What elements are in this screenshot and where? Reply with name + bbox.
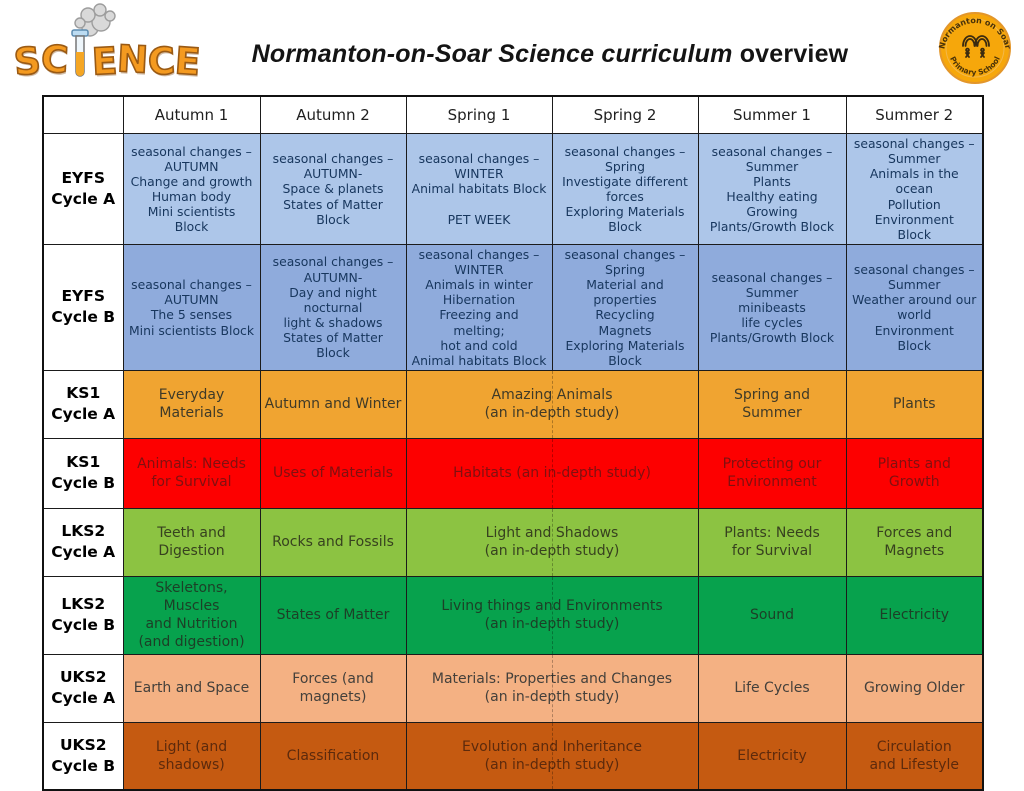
row-label: EYFS Cycle A: [42, 133, 124, 245]
curriculum-cell: Uses of Materials: [259, 437, 407, 509]
curriculum-cell: seasonal changes – AUTUMN The 5 senses M…: [122, 243, 261, 371]
curriculum-cell: Circulation and Lifestyle: [845, 721, 984, 791]
title-regular-part: overview: [732, 40, 849, 68]
table-row: KS1 Cycle A Everyday Materials Autumn and …: [42, 369, 984, 439]
curriculum-cell: Rocks and Fossils: [259, 507, 407, 577]
curriculum-cell: seasonal changes – Summer minibeasts lif…: [697, 243, 847, 371]
curriculum-cell: seasonal changes – Summer Weather around…: [845, 243, 984, 371]
curriculum-cell: seasonal changes – AUTUMN- Day and night…: [259, 243, 407, 371]
curriculum-cell: Plants: Needs for Survival: [697, 507, 847, 577]
column-header: Autumn 2: [259, 95, 407, 134]
row-label: KS1 Cycle A: [42, 369, 124, 439]
science-logo-letter: S: [11, 38, 43, 85]
curriculum-cell: Materials: Properties and Changes (an in…: [405, 653, 699, 723]
curriculum-cell: seasonal changes – AUTUMN- Space & plane…: [259, 133, 407, 245]
curriculum-cell: Electricity: [845, 575, 984, 655]
science-logo-letter: E: [90, 39, 119, 85]
curriculum-cell: seasonal changes – Spring Material and p…: [551, 243, 699, 371]
curriculum-cell: Life Cycles: [697, 653, 847, 723]
curriculum-cell: seasonal changes – Summer Animals in the…: [845, 133, 984, 245]
curriculum-cell: Evolution and Inheritance (an in-depth s…: [405, 721, 699, 791]
curriculum-cell: States of Matter: [259, 575, 407, 655]
column-header: Spring 2: [551, 95, 699, 134]
row-label: LKS2 Cycle A: [42, 507, 124, 577]
curriculum-cell: Light and Shadows (an in-depth study): [405, 507, 699, 577]
curriculum-cell: Animals: Needs for Survival: [122, 437, 261, 509]
curriculum-cell: Skeletons, Muscles and Nutrition (and di…: [122, 575, 261, 655]
column-header: Summer 1: [697, 95, 847, 134]
row-label: LKS2 Cycle B: [42, 575, 124, 655]
curriculum-cell: Living things and Environments (an in-de…: [405, 575, 699, 655]
science-logo-letter: C: [146, 39, 177, 85]
row-label: KS1 Cycle B: [42, 437, 124, 509]
table-row: KS1 Cycle B Animals: Needs for Survival Us…: [42, 437, 984, 509]
curriculum-cell: Forces and Magnets: [845, 507, 984, 577]
science-logo-letter: C: [39, 36, 71, 82]
title-italic-part: Normanton-on-Soar Science curriculum: [251, 40, 733, 68]
curriculum-cell: Earth and Space: [122, 653, 261, 723]
science-logo-letter: E: [173, 38, 203, 84]
curriculum-cell: Habitats (an in-depth study): [405, 437, 699, 509]
badge-drawing: [962, 35, 990, 58]
curriculum-cell: Protecting our Environment: [697, 437, 847, 509]
curriculum-cell: Plants: [845, 369, 984, 439]
curriculum-cell: Teeth and Digestion: [122, 507, 261, 577]
curriculum-cell: Growing Older: [845, 653, 984, 723]
curriculum-cell: Classification: [259, 721, 407, 791]
curriculum-table: Autumn 1 Autumn 2 Spring 1 Spring 2 Summer 1…: [42, 95, 984, 791]
header-row: Autumn 1 Autumn 2 Spring 1 Spring 2 Summer 1…: [42, 95, 984, 134]
curriculum-cell: Sound: [697, 575, 847, 655]
curriculum-cell: seasonal changes – Spring Investigate di…: [551, 133, 699, 245]
table-row: LKS2 Cycle B Skeletons, Muscles and Nutri…: [42, 575, 984, 655]
page-title: Normanton-on-Soar Science curriculum ove…: [200, 40, 900, 69]
curriculum-cell: Everyday Materials: [122, 369, 261, 439]
curriculum-cell: Autumn and Winter: [259, 369, 407, 439]
curriculum-cell: seasonal changes – Summer Plants Healthy…: [697, 133, 847, 245]
table-row: UKS2 Cycle B Light (and shadows) Classific…: [42, 721, 984, 791]
smoke-icon: [74, 3, 116, 37]
curriculum-cell: seasonal changes – WINTER Animals in win…: [405, 243, 553, 371]
curriculum-cell: seasonal changes – WINTER Animal habitat…: [405, 133, 553, 245]
curriculum-cell: Forces (and magnets): [259, 653, 407, 723]
row-label: UKS2 Cycle A: [42, 653, 124, 723]
column-header: Autumn 1: [122, 95, 261, 134]
school-badge: Normanton on Soar Primary School: [937, 12, 1013, 84]
table-row: LKS2 Cycle A Teeth and Digestion Rocks and…: [42, 507, 984, 577]
curriculum-cell: Light (and shadows): [122, 721, 261, 791]
curriculum-cell: Plants and Growth: [845, 437, 984, 509]
curriculum-cell: Amazing Animals (an in-depth study): [405, 369, 699, 439]
test-tube-icon: [69, 29, 91, 80]
science-logo-letter: N: [115, 36, 150, 82]
curriculum-cell: seasonal changes – AUTUMN Change and gro…: [122, 133, 261, 245]
corner-cell: [42, 95, 124, 134]
column-header: Summer 2: [845, 95, 984, 134]
row-label: EYFS Cycle B: [42, 243, 124, 371]
curriculum-cell: Spring and Summer: [697, 369, 847, 439]
column-header: Spring 1: [405, 95, 553, 134]
table-row: UKS2 Cycle A Earth and Space Forces (and m…: [42, 653, 984, 723]
